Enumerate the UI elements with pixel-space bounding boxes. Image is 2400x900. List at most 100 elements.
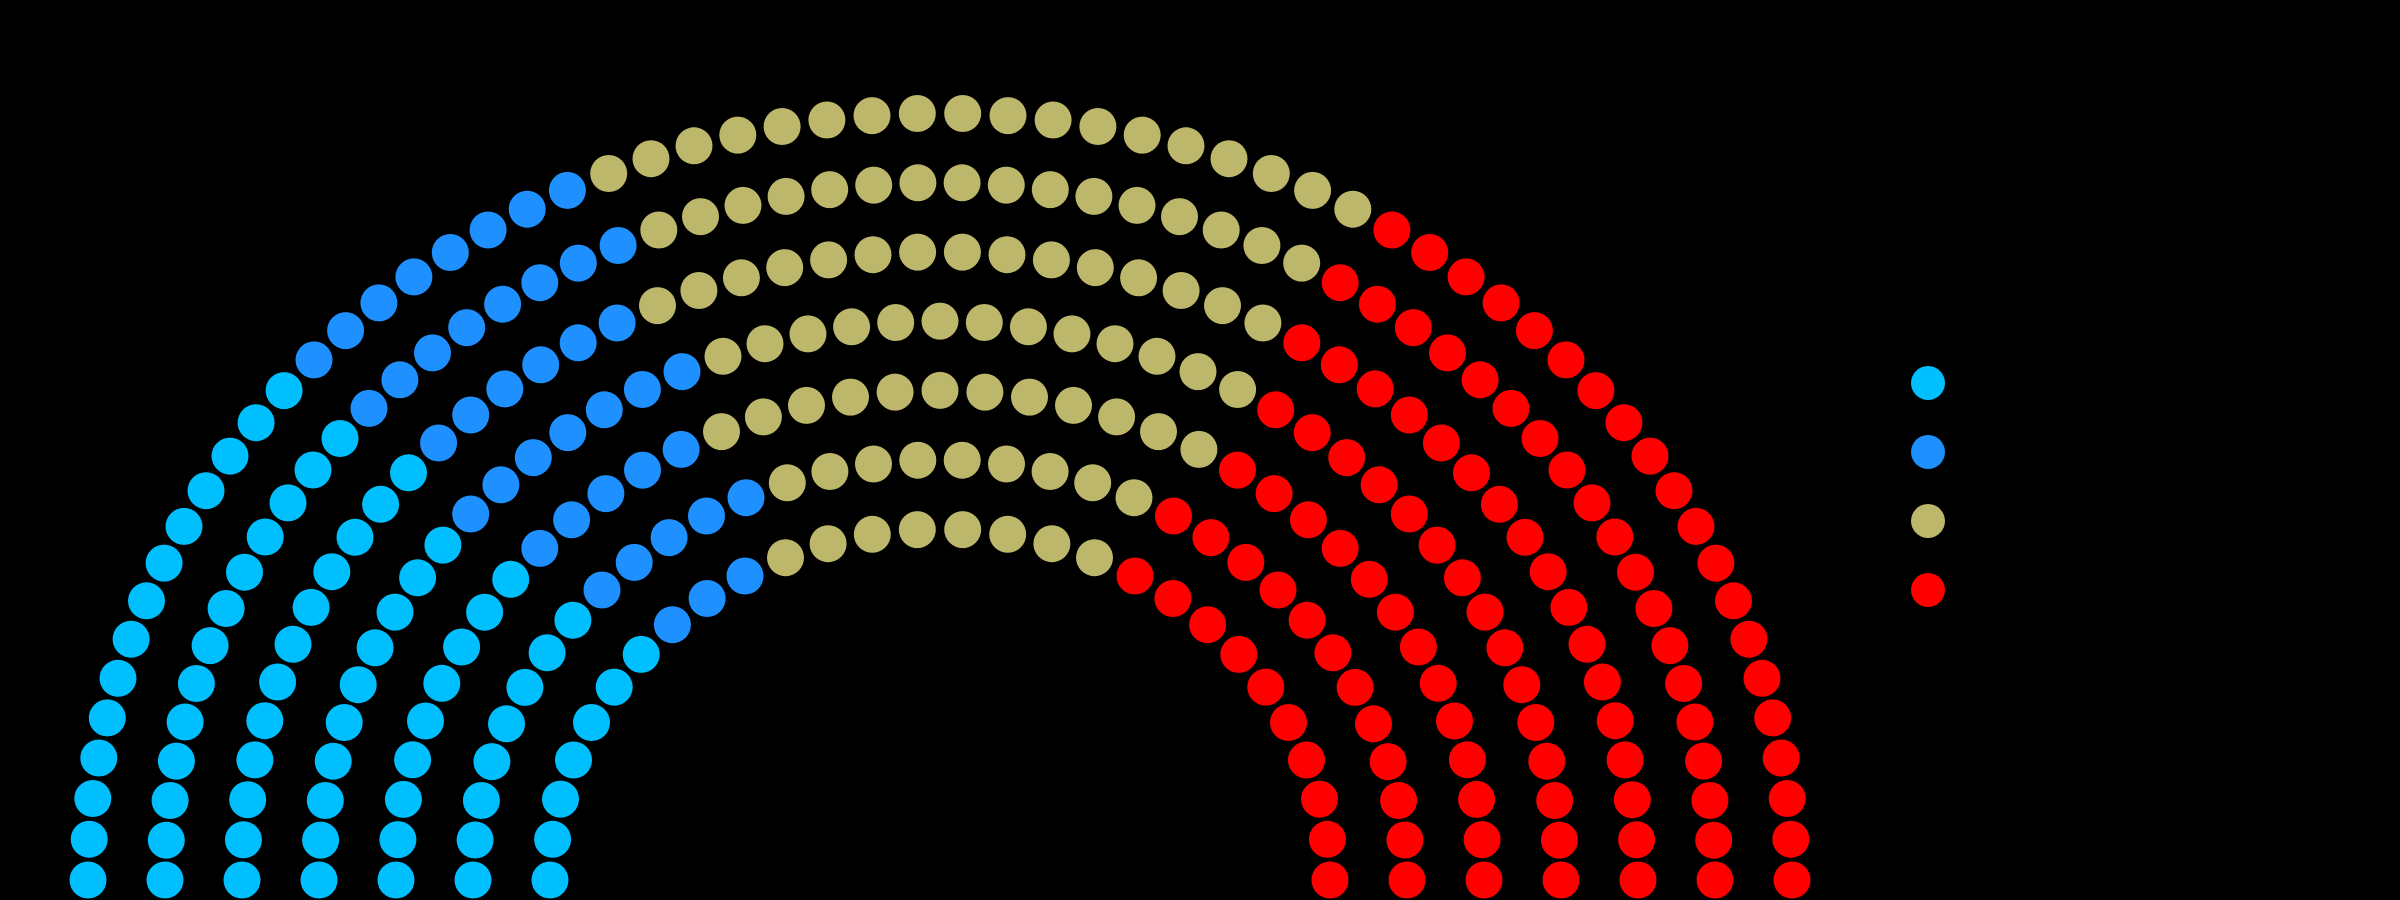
seat-dot-party-3-dark-khaki — [877, 304, 915, 341]
seat-dot-party-4-red — [1515, 312, 1553, 350]
seat-dot-party-4-red — [1380, 782, 1418, 819]
seat-dot-party-4-red — [1220, 635, 1258, 673]
seat-dot-party-4-red — [1480, 485, 1518, 523]
seat-dot-party-3-dark-khaki — [988, 445, 1025, 483]
seat-dot-party-3-dark-khaki — [1204, 287, 1241, 325]
seat-dot-party-2-dodger-blue — [599, 227, 637, 264]
seat-dot-party-1-cyan — [211, 437, 249, 475]
seat-dot-party-3-dark-khaki — [943, 164, 981, 202]
seat-dot-party-4-red — [1762, 739, 1800, 777]
seat-dot-party-2-dodger-blue — [624, 451, 661, 489]
seat-dot-party-3-dark-khaki — [704, 337, 742, 375]
legend-dot-party-1-cyan — [1911, 366, 1945, 400]
seat-dot-party-1-cyan — [292, 588, 330, 626]
seat-dot-party-4-red — [1154, 580, 1192, 617]
seat-dot-party-1-cyan — [394, 741, 432, 779]
seat-dot-party-3-dark-khaki — [809, 525, 847, 563]
seat-dot-party-3-dark-khaki — [1210, 140, 1248, 178]
seat-dot-party-3-dark-khaki — [876, 373, 914, 411]
seat-dot-party-2-dodger-blue — [431, 234, 469, 271]
seat-dot-party-4-red — [1583, 663, 1621, 701]
seat-dot-party-4-red — [1458, 780, 1496, 818]
seat-dot-party-4-red — [1321, 529, 1359, 567]
legend-dot-party-3-dark-khaki — [1911, 504, 1945, 538]
seat-dot-party-1-cyan — [207, 590, 245, 627]
seat-dot-party-4-red — [1443, 559, 1481, 597]
seat-dot-party-1-cyan — [157, 742, 195, 780]
seat-dot-party-1-cyan — [384, 780, 422, 818]
seat-dot-party-4-red — [1308, 820, 1346, 858]
seat-dot-party-3-dark-khaki — [632, 140, 670, 178]
seat-dot-party-2-dodger-blue — [650, 519, 688, 557]
seat-dot-party-4-red — [1773, 861, 1811, 899]
seat-dot-party-1-cyan — [166, 703, 204, 741]
seat-dot-party-4-red — [1568, 625, 1606, 663]
seat-dot-party-4-red — [1529, 553, 1567, 591]
seat-dot-party-1-cyan — [70, 820, 108, 858]
seat-dot-party-1-cyan — [466, 593, 504, 631]
seat-dot-party-2-dodger-blue — [663, 353, 701, 391]
seat-dot-party-1-cyan — [128, 582, 165, 620]
seat-dot-party-4-red — [1486, 629, 1524, 667]
seat-dot-party-1-cyan — [595, 668, 633, 706]
seat-dot-party-3-dark-khaki — [808, 101, 846, 139]
seat-dot-party-4-red — [1506, 518, 1544, 556]
seat-dot-party-3-dark-khaki — [1031, 453, 1069, 490]
seat-dot-party-4-red — [1617, 553, 1654, 591]
seat-dot-party-1-cyan — [274, 625, 312, 663]
seat-dot-party-4-red — [1283, 324, 1321, 362]
seat-dot-party-4-red — [1606, 741, 1644, 779]
seat-dot-party-3-dark-khaki — [811, 171, 849, 209]
seat-dot-party-2-dodger-blue — [452, 495, 490, 533]
seat-dot-party-4-red — [1696, 861, 1734, 899]
seat-dot-party-1-cyan — [151, 782, 189, 819]
seat-dot-party-1-cyan — [377, 861, 415, 899]
seat-dot-party-2-dodger-blue — [448, 309, 486, 347]
seat-dot-party-4-red — [1540, 821, 1578, 859]
seat-dot-party-1-cyan — [99, 659, 137, 697]
seat-dot-party-4-red — [1394, 309, 1432, 347]
seat-dot-party-4-red — [1314, 634, 1352, 672]
seat-dot-party-1-cyan — [506, 668, 544, 706]
seat-dot-party-4-red — [1369, 743, 1407, 781]
seat-dot-party-1-cyan — [473, 743, 511, 781]
seat-dot-party-1-cyan — [390, 454, 427, 492]
seat-dot-party-1-cyan — [237, 404, 275, 442]
seat-dot-party-3-dark-khaki — [767, 539, 804, 577]
seat-dot-party-3-dark-khaki — [1162, 272, 1200, 309]
seat-dot-party-4-red — [1730, 620, 1768, 658]
seat-dot-party-3-dark-khaki — [1055, 386, 1092, 424]
legend-dot-party-2-dodger-blue — [1911, 435, 1945, 469]
legend-dot-party-4-red — [1911, 573, 1945, 607]
seat-dot-party-4-red — [1463, 821, 1501, 859]
seat-dot-party-2-dodger-blue — [583, 571, 621, 609]
seat-dot-party-3-dark-khaki — [1032, 241, 1070, 279]
seat-dot-party-3-dark-khaki — [943, 441, 981, 479]
seat-dot-party-1-cyan — [246, 702, 284, 740]
seat-dot-party-4-red — [1411, 234, 1449, 271]
seat-dot-party-4-red — [1772, 820, 1810, 858]
seat-dot-party-3-dark-khaki — [944, 511, 982, 549]
seat-dot-party-3-dark-khaki — [854, 236, 892, 274]
seat-dot-party-1-cyan — [356, 629, 394, 667]
seat-dot-party-1-cyan — [177, 665, 215, 702]
seat-dot-party-3-dark-khaki — [744, 398, 782, 436]
seat-dot-party-1-cyan — [314, 742, 352, 780]
seat-dot-party-1-cyan — [269, 484, 307, 522]
seat-dot-party-3-dark-khaki — [767, 177, 805, 215]
seat-dot-party-3-dark-khaki — [989, 97, 1027, 135]
seat-dot-party-4-red — [1418, 526, 1456, 564]
seat-dot-party-4-red — [1328, 439, 1366, 477]
seat-dot-party-4-red — [1301, 780, 1338, 818]
seat-dot-party-2-dodger-blue — [469, 211, 507, 249]
seat-dot-party-4-red — [1447, 258, 1485, 296]
seat-dot-party-3-dark-khaki — [832, 378, 869, 416]
seat-dot-party-3-dark-khaki — [988, 236, 1026, 274]
seat-dot-party-4-red — [1257, 391, 1295, 429]
seat-dot-party-3-dark-khaki — [921, 302, 959, 340]
seat-dot-party-1-cyan — [492, 560, 530, 598]
seat-dot-party-4-red — [1321, 264, 1359, 302]
seat-dot-party-1-cyan — [454, 861, 492, 899]
seat-dot-party-3-dark-khaki — [1219, 371, 1257, 408]
